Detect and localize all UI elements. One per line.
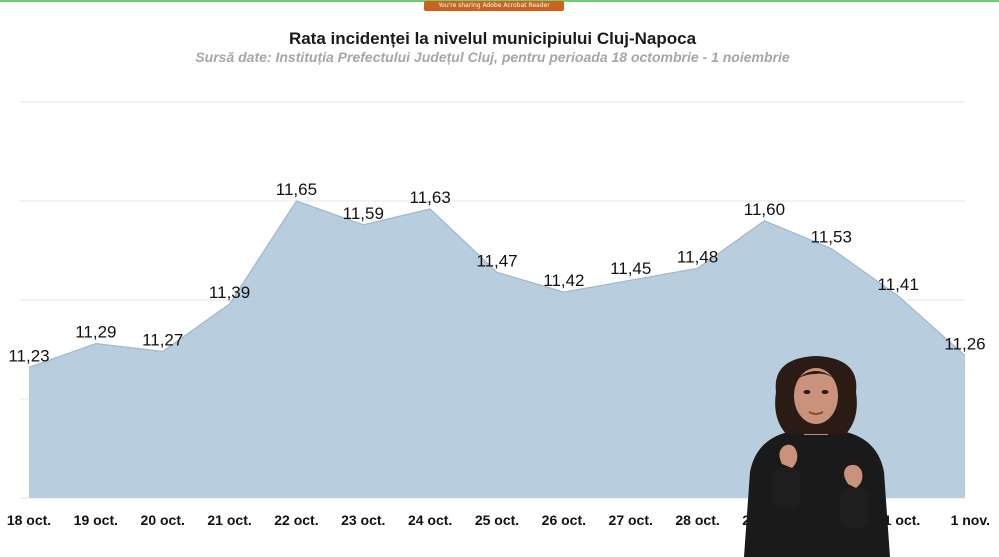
- x-tick-label: 25 oct.: [475, 512, 519, 528]
- x-tick-label: 21 oct.: [207, 512, 251, 528]
- x-tick-label: 20 oct.: [141, 512, 185, 528]
- data-label: 11,60: [744, 200, 785, 219]
- x-tick-label: 22 oct.: [274, 512, 318, 528]
- data-labels: 11,23 11,29 11,27 11,39 11,65 11,59 11,63 11,47…: [8, 180, 985, 365]
- data-label: 11,23: [8, 346, 49, 365]
- x-tick-label: 18 oct.: [7, 512, 51, 528]
- data-label: 11,29: [75, 323, 116, 342]
- x-tick-label: 24 oct.: [408, 512, 452, 528]
- x-tick-label: 26 oct.: [542, 512, 586, 528]
- screen-share-banner[interactable]: You're sharing Adobe Acrobat Reader: [424, 1, 564, 11]
- data-label: 11,48: [677, 247, 718, 266]
- data-label: 11,65: [276, 180, 317, 199]
- data-label: 11,42: [543, 271, 584, 290]
- chart-title: Rata incidenței la nivelul municipiului …: [288, 29, 697, 48]
- data-label: 11,63: [410, 188, 451, 207]
- data-label: 11,41: [878, 275, 919, 294]
- chart-subtitle: Sursă date: Instituția Prefectului Județ…: [195, 49, 790, 65]
- x-tick-label: 1 nov.: [951, 512, 990, 528]
- data-label: 11,27: [142, 330, 183, 349]
- series-line: [28, 200, 966, 368]
- data-label: 11,39: [209, 283, 250, 302]
- x-tick-label: 23 oct.: [341, 512, 385, 528]
- data-label: 11,59: [343, 204, 384, 223]
- data-label: 11,45: [610, 259, 651, 278]
- x-tick-label: 19 oct.: [74, 512, 118, 528]
- data-label: 11,26: [944, 334, 985, 353]
- x-tick-label: 27 oct.: [609, 512, 653, 528]
- area-fill: [29, 201, 965, 498]
- x-tick-label: 28 oct.: [675, 512, 719, 528]
- data-label: 11,47: [476, 251, 517, 270]
- data-label: 11,53: [811, 228, 852, 247]
- sign-language-interpreter-icon: [744, 356, 890, 557]
